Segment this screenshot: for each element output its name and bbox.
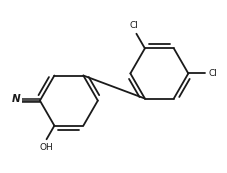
Text: OH: OH (40, 143, 53, 152)
Text: N: N (11, 94, 20, 104)
Text: Cl: Cl (130, 21, 138, 30)
Text: Cl: Cl (209, 69, 218, 78)
